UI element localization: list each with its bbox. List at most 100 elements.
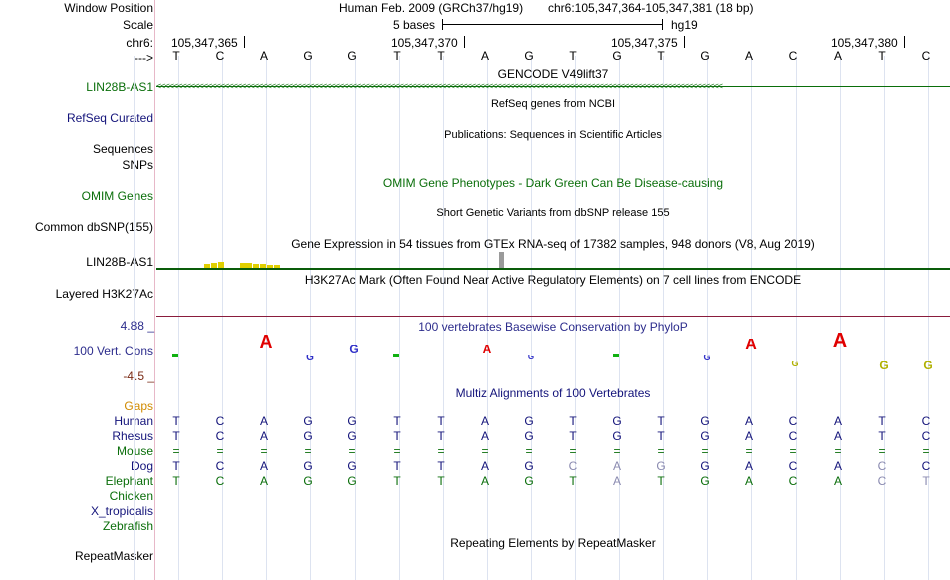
ruler-tick-label: 105,347,370 [391, 36, 458, 50]
gtex-bar[interactable] [204, 264, 210, 268]
reference-base: T [393, 49, 401, 63]
reference-base: T [878, 49, 886, 63]
alignment-base: T [922, 474, 930, 488]
alignment-base: G [303, 474, 313, 488]
phylop-track-label[interactable]: 100 Vert. Cons [73, 344, 153, 358]
alignment-base: T [437, 474, 445, 488]
alignment-base: C [788, 474, 798, 488]
alignment-base: G [347, 474, 357, 488]
snps-track-label[interactable]: SNPs [122, 158, 153, 172]
gencode-track-label[interactable]: LIN28B-AS1 [86, 80, 153, 94]
chrom-label: chr6: [126, 36, 153, 50]
omim-track-title: OMIM Gene Phenotypes - Dark Green Can Be… [382, 176, 724, 190]
gtex-gray-marker [499, 252, 504, 268]
h3k27ac-track-title: H3K27Ac Mark (Often Found Near Active Re… [304, 273, 802, 287]
assembly-name: Human Feb. 2009 (GRCh37/hg19) [339, 1, 524, 15]
alignment-base: = [393, 444, 401, 458]
alignment-base: G [303, 414, 313, 428]
gridline [310, 56, 311, 580]
gridline [796, 56, 797, 580]
alignment-base: G [700, 429, 710, 443]
reference-base: C [215, 49, 225, 63]
reference-base: T [569, 49, 577, 63]
scale-text: 5 bases [393, 18, 436, 32]
alignment-base: = [525, 444, 533, 458]
gtex-track-label[interactable]: LIN28B-AS1 [86, 255, 153, 269]
gridline [928, 56, 929, 580]
omim-track-label[interactable]: OMIM Genes [81, 189, 153, 203]
alignment-base: T [172, 429, 180, 443]
alignment-base: T [437, 429, 445, 443]
alignment-base: = [745, 444, 753, 458]
gridline [531, 56, 532, 580]
window-position-label: Window Position [64, 1, 153, 15]
gtex-bar[interactable] [267, 265, 273, 268]
scale-label: Scale [122, 18, 153, 32]
alignment-base: A [259, 429, 268, 443]
scale-bar [442, 24, 662, 25]
position-readout: chr6:105,347,364-105,347,381 (18 bp) [548, 1, 754, 15]
phylop-glyph: A [259, 335, 273, 349]
track-labels-panel: Window Position Scale chr6: ---> LIN28B-… [0, 0, 155, 580]
alignment-base: = [437, 444, 445, 458]
alignment-base: G [524, 414, 534, 428]
phylop-mark [613, 354, 619, 357]
alignment-base: C [788, 414, 798, 428]
gridline [487, 56, 488, 580]
alignment-base: C [568, 459, 578, 473]
alignment-base: = [657, 444, 665, 458]
reference-base: A [744, 49, 753, 63]
reference-base: G [303, 49, 313, 63]
phylop-glyph: A [482, 345, 492, 353]
gridline [840, 56, 841, 580]
alignment-base: C [215, 459, 225, 473]
gridline [575, 56, 576, 580]
alignment-base: G [303, 459, 313, 473]
ruler-tick [904, 36, 905, 48]
phylop-mark [393, 354, 399, 357]
multiz-track-title: Multiz Alignments of 100 Vertebrates [455, 386, 651, 400]
gtex-bar[interactable] [253, 264, 259, 268]
gtex-bar[interactable] [211, 263, 217, 268]
alignment-base: = [172, 444, 180, 458]
alignment-base: = [481, 444, 489, 458]
alignment-base: A [480, 414, 489, 428]
label-divider [154, 0, 155, 580]
refseq-track-label[interactable]: RefSeq Curated [66, 111, 153, 125]
alignment-base: G [524, 429, 534, 443]
gridline [884, 56, 885, 580]
gridline [134, 56, 135, 580]
alignment-base: T [657, 474, 665, 488]
gencode-strand-arrows[interactable]: <<<<<<<<<<<<<<<<<<<<<<<<<<<<<<<<<<<<<<<<… [156, 81, 723, 91]
dbsnp-track-label[interactable]: Common dbSNP(155) [34, 220, 153, 234]
alignment-base: C [921, 414, 931, 428]
phylop-mark [172, 354, 178, 357]
alignment-base: T [569, 429, 577, 443]
species-label-elephant: Elephant [105, 474, 153, 488]
repeatmasker-track-label[interactable]: RepeatMasker [74, 549, 153, 563]
alignment-base: G [612, 429, 622, 443]
gridline [619, 56, 620, 580]
alignment-base: C [877, 459, 887, 473]
gtex-bar[interactable] [218, 262, 224, 268]
alignment-base: A [259, 414, 268, 428]
gtex-bar[interactable] [260, 264, 266, 268]
h3k27ac-baseline [156, 316, 950, 317]
reference-base: T [437, 49, 445, 63]
alignment-base: G [303, 429, 313, 443]
gtex-bar[interactable] [274, 265, 280, 268]
sequences-track-label[interactable]: Sequences [92, 142, 153, 156]
alignment-base: T [393, 474, 401, 488]
track-data-area[interactable]: Human Feb. 2009 (GRCh37/hg19) chr6:105,3… [134, 0, 950, 580]
alignment-base: G [347, 414, 357, 428]
gtex-bar[interactable] [240, 263, 246, 268]
alignment-base: T [878, 414, 886, 428]
h3k27ac-track-label[interactable]: Layered H3K27Ac [55, 287, 153, 301]
gridline [751, 56, 752, 580]
alignment-base: T [393, 429, 401, 443]
alignment-base: = [922, 444, 930, 458]
phylop-glyph: G [513, 355, 549, 359]
gtex-bar[interactable] [246, 263, 252, 268]
alignment-base: = [348, 444, 356, 458]
alignment-base: = [613, 444, 621, 458]
